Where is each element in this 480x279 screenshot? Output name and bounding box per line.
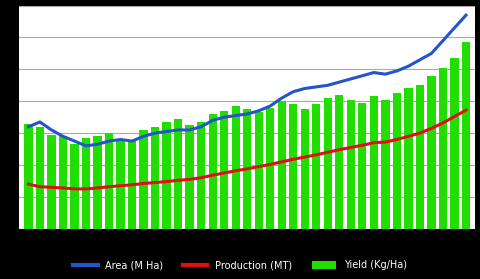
Bar [185,125,194,229]
Bar [277,101,286,229]
Bar [208,114,217,229]
Bar [151,127,159,229]
Bar [416,85,424,229]
Bar [116,140,125,229]
Bar [254,112,263,229]
Bar [324,98,332,229]
Bar [220,111,228,229]
Bar [289,104,298,229]
Bar [105,133,113,229]
Bar [370,97,378,229]
Bar [71,144,79,229]
Bar [128,141,136,229]
Bar [266,108,275,229]
Bar [381,100,390,229]
Bar [231,106,240,229]
Bar [93,136,102,229]
Bar [358,103,367,229]
Bar [24,124,33,229]
Bar [243,109,252,229]
Bar [139,130,148,229]
Bar [335,95,344,229]
Bar [393,93,401,229]
Legend: Area (M Ha), Production (MT), Yield (Kg/Ha): Area (M Ha), Production (MT), Yield (Kg/… [70,256,410,274]
Bar [439,68,447,229]
Bar [174,119,182,229]
Bar [347,100,355,229]
Bar [427,76,435,229]
Bar [162,122,171,229]
Bar [312,104,321,229]
Bar [300,109,309,229]
Bar [450,58,458,229]
Bar [82,138,90,229]
Bar [462,42,470,229]
Bar [197,122,205,229]
Bar [48,135,56,229]
Bar [404,88,412,229]
Bar [36,127,44,229]
Bar [59,136,67,229]
